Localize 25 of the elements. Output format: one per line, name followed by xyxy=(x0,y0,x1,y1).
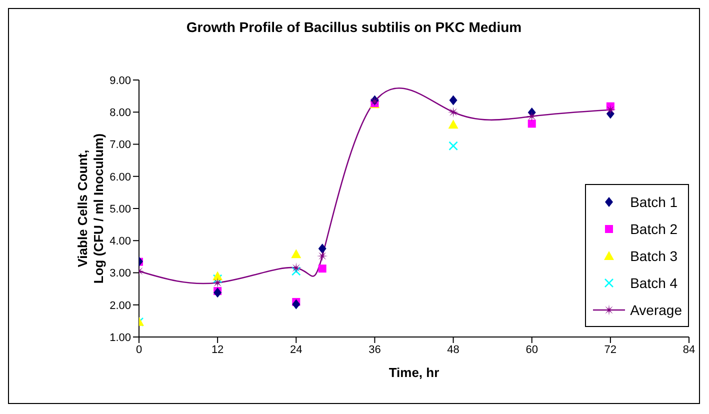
x-tick-label: 24 xyxy=(290,344,302,356)
y-tick-label: 8.00 xyxy=(110,107,131,120)
x-tick-label: 72 xyxy=(604,344,617,356)
x-tick-label: 0 xyxy=(136,344,142,356)
legend-label: Average xyxy=(630,302,682,318)
x-tick-label: 12 xyxy=(211,344,224,356)
chart-title: Growth Profile of Bacillus subtilis on PKC Medium xyxy=(185,19,523,35)
y-tick-label: 1.00 xyxy=(110,332,131,344)
y-tick-label: 2.00 xyxy=(110,300,131,312)
x-tick-label: 60 xyxy=(526,344,538,356)
x-tick-label: 36 xyxy=(368,344,381,356)
y-tick-label: 5.00 xyxy=(110,203,131,216)
legend-label: Batch 1 xyxy=(630,194,678,210)
legend-label: Batch 3 xyxy=(630,248,678,264)
y-tick-label: 7.00 xyxy=(110,139,131,152)
legend-label: Batch 4 xyxy=(630,274,678,290)
y-tick-label: 3.00 xyxy=(110,268,131,280)
legend-label: Batch 2 xyxy=(630,220,678,236)
y-tick-label: 4.00 xyxy=(110,236,131,248)
x-tick-label: 48 xyxy=(447,344,460,356)
y-axis-title: Viable Cells Count, Log (CFU / ml Inoculum) xyxy=(75,133,106,284)
x-tick-label: 84 xyxy=(682,344,696,356)
x-axis-title: Time, hr xyxy=(388,365,440,380)
y-tick-label: 6.00 xyxy=(110,171,131,184)
y-tick-label: 9.00 xyxy=(110,74,131,87)
